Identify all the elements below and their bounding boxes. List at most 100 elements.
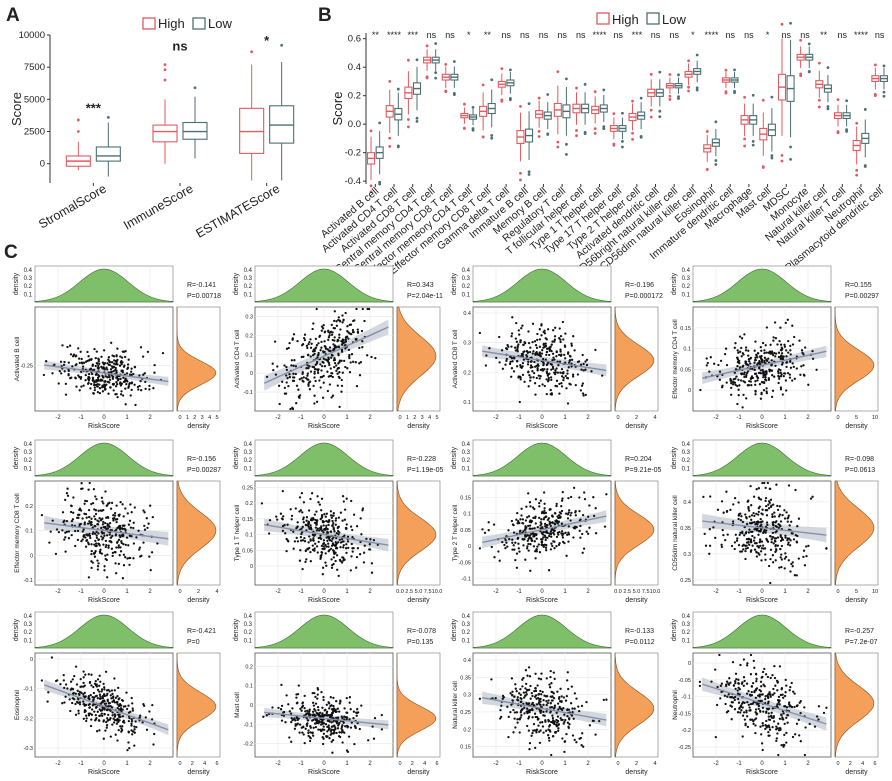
scatter-point	[97, 364, 100, 368]
scatter-point	[759, 372, 763, 375]
scatter-point	[773, 351, 776, 355]
scatter-point	[61, 529, 64, 532]
scatter-point	[311, 365, 314, 369]
scatter-point	[533, 527, 536, 530]
scatter-point	[327, 356, 330, 359]
scatter-point	[759, 544, 762, 548]
scatter-point	[355, 525, 359, 528]
scatter-point	[137, 529, 140, 532]
scatter-point	[517, 542, 520, 545]
scatter-point	[322, 520, 326, 523]
scatter-point	[561, 497, 564, 500]
a-ytick-label: 7500	[24, 62, 45, 73]
scatter-point	[320, 497, 324, 500]
scatter-point	[525, 707, 529, 710]
scatter-point	[345, 527, 348, 531]
scatter-point	[98, 362, 101, 365]
scatter-point	[340, 384, 344, 388]
top-density-curve	[34, 442, 174, 477]
scatter-point	[311, 327, 314, 331]
scatter-point	[348, 696, 352, 699]
scatter-point	[783, 733, 786, 737]
scatter-point	[767, 730, 770, 734]
scatter-point	[559, 717, 562, 720]
scatter-point	[143, 372, 146, 375]
scatter-point	[102, 531, 106, 535]
scatter-point	[524, 533, 527, 537]
scatter-point	[105, 558, 108, 562]
scatter-point	[587, 515, 590, 518]
scatter-point	[758, 497, 761, 500]
scatter-point	[734, 672, 738, 675]
scatter-point	[290, 514, 294, 518]
scatter-point	[787, 541, 790, 544]
scatter-point	[314, 709, 317, 712]
scatter-ytick: 0.15	[460, 745, 471, 751]
scatter-point	[754, 717, 758, 720]
scatter-point	[527, 542, 530, 546]
scatter-point	[327, 338, 330, 342]
scatter-point	[487, 521, 490, 524]
scatter-point	[69, 688, 72, 691]
scatter-point	[769, 498, 773, 501]
scatter-point	[116, 363, 119, 366]
scatter-point	[281, 518, 284, 521]
scatter-point	[744, 532, 747, 535]
scatter-point	[537, 353, 540, 356]
scatter-point	[128, 746, 131, 750]
a-high-1-outlier-2	[163, 63, 167, 66]
scatter-point	[122, 376, 125, 379]
scatter-point	[501, 694, 505, 698]
scatter-point	[580, 384, 584, 387]
scatter-point	[94, 679, 97, 683]
scatter-point	[763, 667, 766, 671]
scatter-point	[791, 561, 794, 564]
b-high-4-outlier-0	[444, 62, 448, 66]
b-low-8-outlier-1	[527, 170, 531, 174]
right-density-curve	[396, 480, 437, 586]
scatter-point	[764, 496, 768, 500]
scatter-point	[341, 321, 344, 324]
scatter-point	[104, 490, 107, 493]
scatter-point	[751, 530, 754, 533]
scatter-point	[772, 503, 775, 506]
scatter-point	[745, 522, 749, 526]
scatter-point	[737, 501, 740, 504]
scatter-point	[70, 533, 73, 537]
scatter-point	[301, 511, 304, 514]
scatter-ytick: -0.15	[678, 711, 691, 717]
scatter-point	[285, 347, 289, 350]
scatter-point	[89, 693, 92, 697]
scatter-point	[744, 549, 747, 553]
scatter-point	[543, 507, 546, 510]
scatter-point	[314, 379, 317, 383]
b-high-22-outlier-2	[780, 153, 784, 157]
scatter-point	[786, 318, 789, 321]
scatter-point	[782, 712, 785, 715]
scatter-point	[825, 547, 828, 550]
scatter-point	[304, 713, 308, 716]
scatter-point	[105, 720, 108, 724]
scatter-point	[102, 707, 105, 710]
scatter-xlabel: RiskScore	[746, 769, 778, 776]
scatter-point	[303, 338, 307, 342]
scatter-point	[127, 544, 130, 547]
scatter-point	[292, 364, 295, 367]
scatter-point	[104, 539, 108, 543]
scatter-point	[321, 573, 324, 576]
scatter-point	[281, 524, 285, 528]
scatter-point	[341, 540, 344, 543]
scatter-point	[570, 714, 574, 717]
b-low-8-outlier-0	[527, 102, 531, 106]
scatter-point	[602, 698, 605, 702]
fit-line	[482, 515, 607, 544]
scatter-point	[333, 344, 336, 348]
scatter-point	[91, 378, 95, 381]
scatter-point	[116, 383, 119, 386]
scatter-point	[128, 382, 131, 386]
scatter-point	[538, 377, 541, 380]
scatter-point	[585, 700, 588, 704]
scatter-point	[331, 751, 334, 754]
scatter-point	[368, 548, 371, 551]
